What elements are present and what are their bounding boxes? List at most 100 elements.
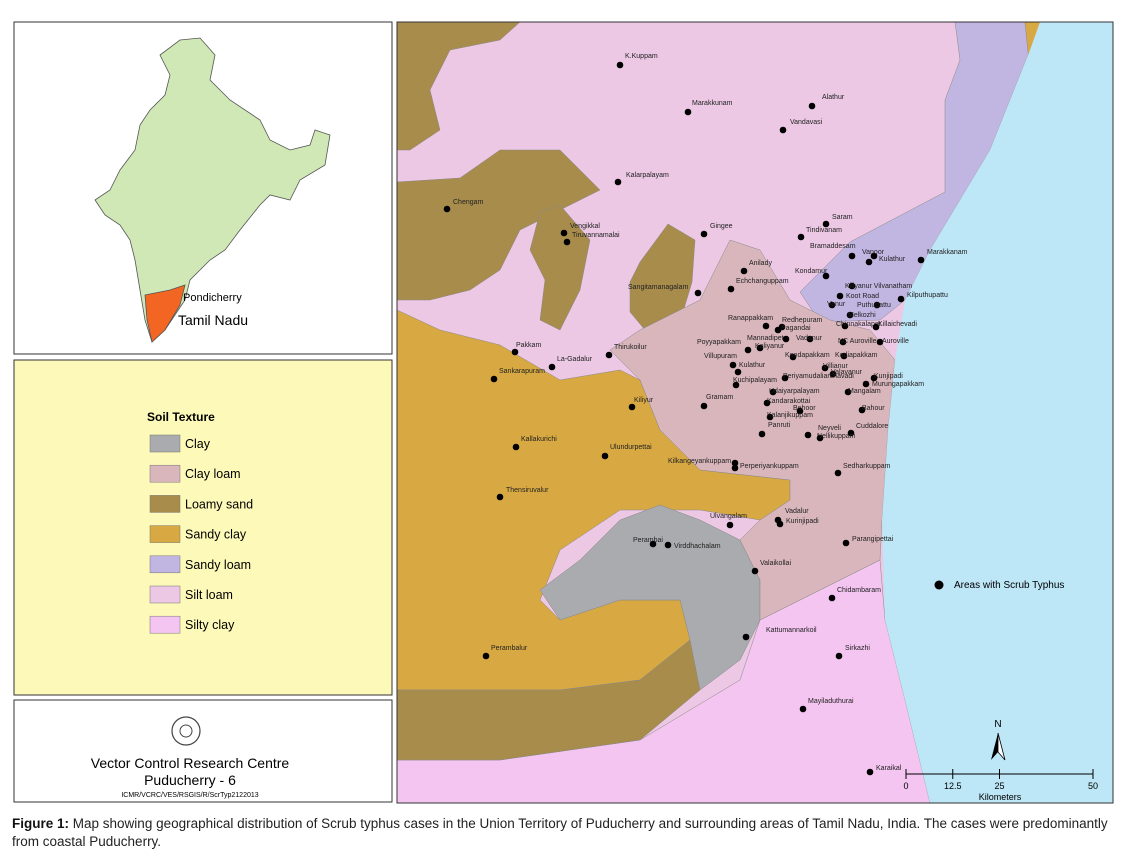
place-label: Pagandai (781, 325, 811, 332)
sea (882, 22, 1113, 803)
place-label: Sangitamanagalam (628, 284, 688, 291)
inset-label: Tamil Nadu (178, 312, 248, 328)
place-label: Periyamudaliarchavadi (783, 373, 854, 380)
case-location (766, 413, 774, 421)
point-legend-label: Areas with Scrub Typhus (954, 580, 1064, 591)
north-label: N (994, 719, 1001, 730)
place-label: La-Gadalur (557, 356, 593, 363)
legend-swatch (149, 585, 181, 604)
inset-label: Pondicherry (183, 292, 242, 304)
case-location (649, 540, 657, 548)
place-label: Koot Road (846, 293, 879, 300)
case-location (560, 229, 568, 237)
case-location (762, 322, 770, 330)
place-label: K.Kuppam (625, 53, 658, 60)
case-location (511, 348, 519, 356)
soil-area (529, 204, 591, 331)
case-location (482, 652, 490, 660)
place-label: Killaichevadi (878, 321, 917, 328)
case-location (836, 292, 844, 300)
case-location (821, 364, 829, 372)
place-label: Mangalam (848, 388, 881, 395)
scale-tick-label: 0 (903, 781, 908, 791)
case-location (858, 406, 866, 414)
place-label: Koliyanur (755, 343, 785, 350)
case-location (548, 363, 556, 371)
place-label: Thensiruvalur (506, 487, 549, 494)
case-location (865, 258, 873, 266)
legend-label: Silty clay (185, 618, 235, 632)
scale-tick-label: 25 (994, 781, 1004, 791)
case-location (563, 238, 571, 246)
case-location (740, 267, 748, 275)
case-location (835, 652, 843, 660)
case-location (628, 403, 636, 411)
case-location (848, 252, 856, 260)
case-location (841, 322, 849, 330)
place-label: Vanur (827, 301, 846, 308)
case-location (700, 230, 708, 238)
case-location (776, 520, 784, 528)
place-label: Kulathur (739, 362, 766, 369)
case-location (664, 541, 672, 549)
place-label: Vanoor (862, 249, 885, 256)
case-location (774, 326, 782, 334)
legend-swatch (149, 434, 181, 453)
place-label: Kattumannarkoil (766, 627, 817, 634)
emblem (171, 716, 201, 746)
case-location (797, 233, 805, 241)
place-label: Kulathur (879, 256, 906, 263)
case-location (828, 594, 836, 602)
case-location (605, 351, 613, 359)
case-location (496, 493, 504, 501)
case-location (842, 539, 850, 547)
case-location (822, 220, 830, 228)
case-location (782, 335, 790, 343)
places: K.Kuppam Marakkunam Alathur Vandavasi Kalarp… (443, 53, 968, 776)
legend-swatch (149, 615, 181, 634)
place-label: Pakkam (516, 342, 541, 349)
legend-label: Sandy loam (185, 558, 251, 572)
case-location (779, 126, 787, 134)
place-label: Villupuram (704, 353, 737, 360)
case-location (763, 399, 771, 407)
place-label: Ulundurpettai (610, 444, 652, 451)
place-label: Karaikal (876, 765, 902, 772)
place-label: Melkozhi (848, 312, 876, 319)
place-label: Kurinjipadi (786, 518, 819, 525)
place-label: Tindivanam (806, 227, 842, 234)
case-location (806, 335, 814, 343)
case-location (694, 289, 702, 297)
place-label: Panruti (768, 422, 791, 429)
case-location (601, 452, 609, 460)
place-label: Puthupattu (857, 302, 891, 309)
place-label: Kalanjikuppam (767, 412, 813, 419)
north-arrow (997, 732, 1006, 761)
place-label: Kandarakottai (767, 398, 811, 405)
place-label: Kuchipalayam (733, 377, 777, 384)
place-label: Marakkanam (927, 249, 968, 256)
institute-code: ICMR/VCRC/VES/RSGIS/R/ScrTyp2122013 (121, 792, 258, 799)
scale-tick-label: 50 (1088, 781, 1098, 791)
emblem (179, 724, 193, 738)
case-location (808, 102, 816, 110)
case-location (870, 252, 878, 260)
case-location (917, 256, 925, 264)
legend: Clay Clay loam Loamy sand Sandy clay Sandy l… (149, 434, 253, 634)
place-label: Auroville (882, 338, 909, 345)
tamil-nadu (144, 284, 186, 343)
place-label: Koodapakkam (785, 352, 830, 359)
place-label: Chengam (453, 199, 484, 206)
place-label: Parangipettai (852, 536, 894, 543)
place-label: Nellikuppam (817, 433, 856, 440)
place-label: Kiliyur (634, 397, 654, 404)
place-label: Kondamur (795, 268, 828, 275)
case-location (751, 567, 759, 575)
place-label: Alathur (822, 94, 845, 101)
case-location (769, 388, 777, 396)
legend-label: Clay loam (185, 467, 241, 481)
place-label: Kilputhupattu (907, 292, 948, 299)
case-location (866, 768, 874, 776)
case-location (846, 311, 854, 319)
